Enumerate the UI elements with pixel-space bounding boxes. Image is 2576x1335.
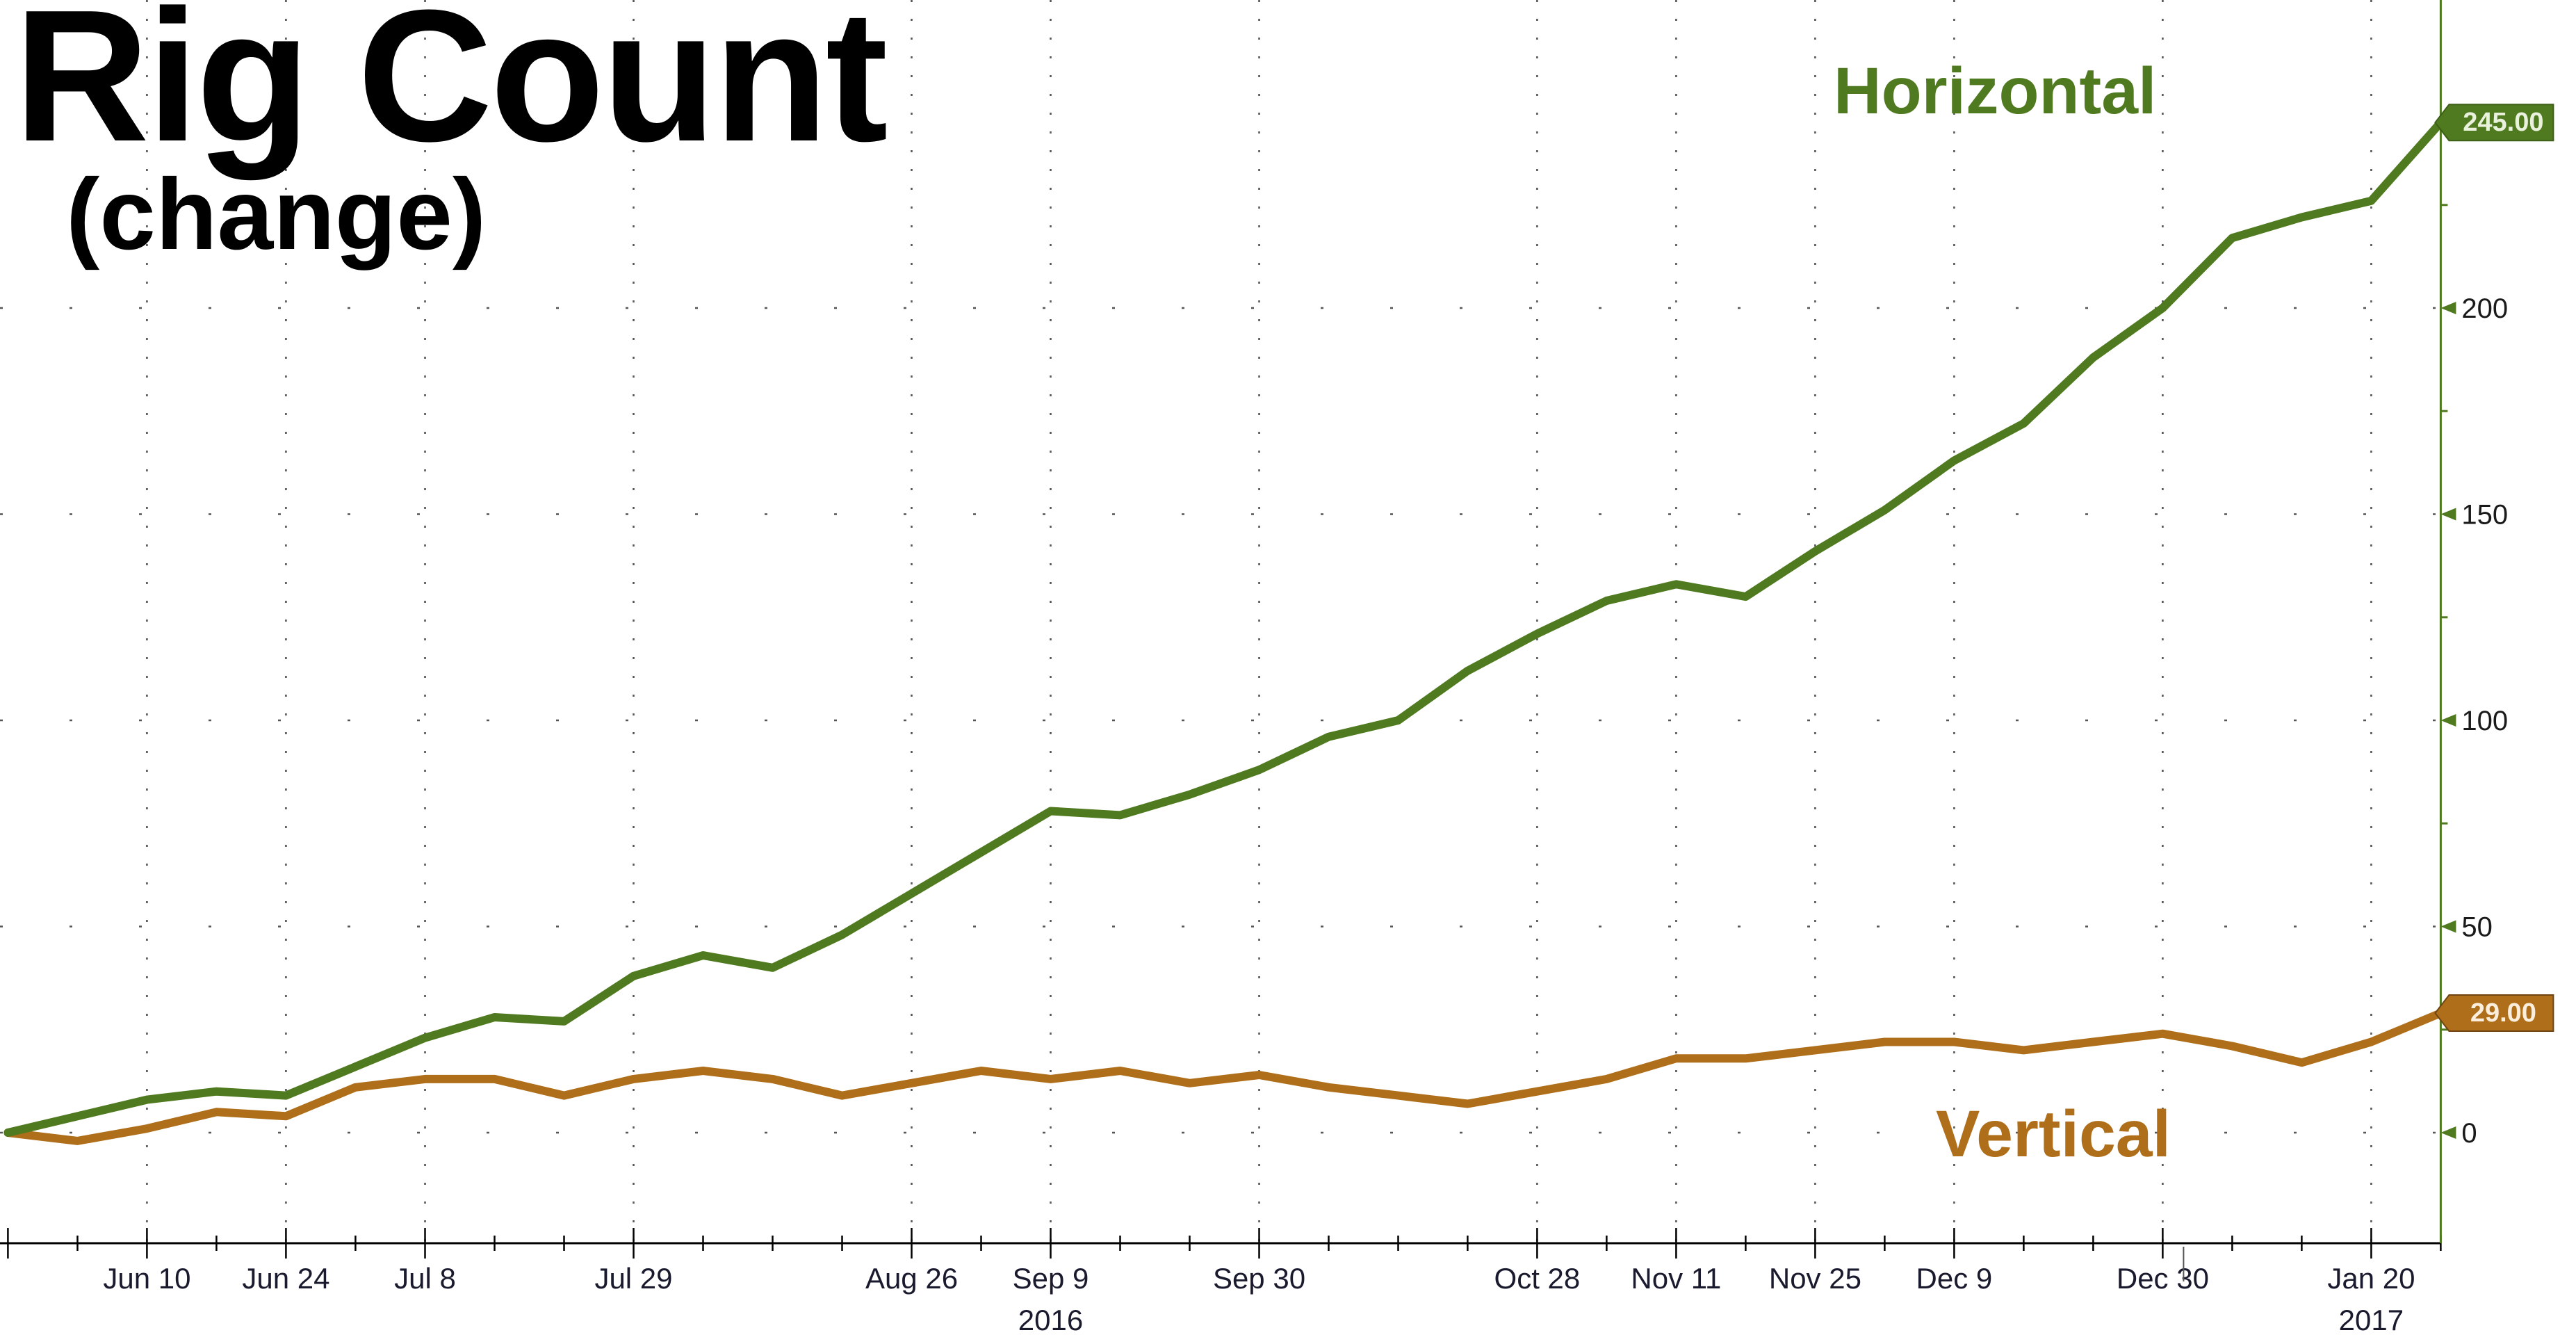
svg-text:Jun 10: Jun 10 xyxy=(103,1262,190,1295)
svg-text:245.00: 245.00 xyxy=(2463,108,2543,137)
svg-text:Oct 28: Oct 28 xyxy=(1494,1262,1581,1295)
svg-text:Jan 20: Jan 20 xyxy=(2327,1262,2415,1295)
svg-text:200: 200 xyxy=(2461,293,2508,324)
svg-text:Jun 24: Jun 24 xyxy=(242,1262,329,1295)
svg-text:100: 100 xyxy=(2461,706,2508,736)
svg-text:Nov 25: Nov 25 xyxy=(1769,1262,1861,1295)
svg-text:50: 50 xyxy=(2461,912,2493,943)
svg-text:Aug 26: Aug 26 xyxy=(865,1262,958,1295)
svg-text:Horizontal: Horizontal xyxy=(1834,54,2156,128)
svg-text:Nov 11: Nov 11 xyxy=(1631,1262,1721,1295)
svg-text:Sep 9: Sep 9 xyxy=(1013,1262,1089,1295)
svg-text:Jul 8: Jul 8 xyxy=(394,1262,456,1295)
svg-text:0: 0 xyxy=(2461,1118,2477,1149)
svg-text:29.00: 29.00 xyxy=(2470,998,2536,1028)
svg-text:150: 150 xyxy=(2461,500,2508,531)
svg-text:Vertical: Vertical xyxy=(1936,1097,2171,1171)
svg-text:Dec 30: Dec 30 xyxy=(2117,1262,2209,1295)
svg-text:Dec 9: Dec 9 xyxy=(1916,1262,1993,1295)
svg-text:2017: 2017 xyxy=(2339,1304,2404,1335)
svg-text:2016: 2016 xyxy=(1018,1304,1083,1335)
svg-text:Jul 29: Jul 29 xyxy=(594,1262,672,1295)
svg-text:Sep 30: Sep 30 xyxy=(1213,1262,1305,1295)
